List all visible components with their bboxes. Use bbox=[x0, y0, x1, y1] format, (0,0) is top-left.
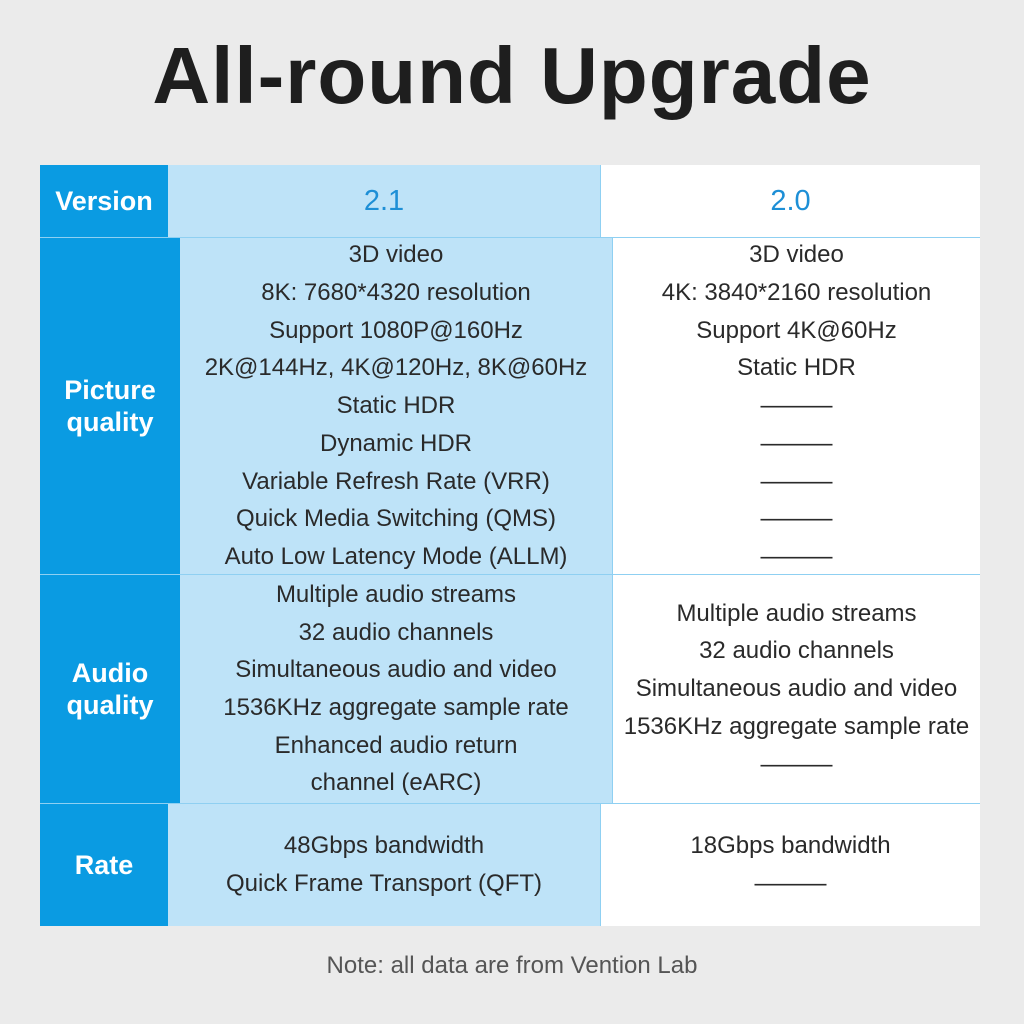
feature-line: Dynamic HDR bbox=[319, 429, 472, 457]
row-label: Audio quality bbox=[40, 575, 180, 803]
row-label: Rate bbox=[40, 804, 168, 926]
table-row: Picture quality 3D video 8K: 7680*4320 res… bbox=[40, 238, 980, 575]
feature-line: 1536KHz aggregate sample rate bbox=[223, 694, 569, 721]
cell-v21: Multiple audio streams 32 audio channels S… bbox=[180, 575, 613, 803]
feature-line: 3D video bbox=[348, 241, 444, 269]
feature-line: Multiple audio streams bbox=[676, 599, 917, 627]
feature-line: Simultaneous audio and video bbox=[635, 675, 958, 703]
cell-v20: 18Gbps bandwidth ——— bbox=[601, 804, 980, 926]
feature-line: Support 1080P@160Hz bbox=[269, 316, 523, 344]
cell-v20: 3D video 4K: 3840*2160 resolution Support … bbox=[613, 238, 980, 574]
feature-line: Simultaneous audio and video bbox=[235, 656, 557, 684]
feature-line: 2K@144Hz, 4K@120Hz, 8K@60Hz bbox=[204, 354, 588, 382]
comparison-table: Version 2.1 2.0 Picture quality 3D video 8… bbox=[40, 165, 980, 926]
feature-line: ——— bbox=[760, 542, 833, 570]
feature-line: ——— bbox=[760, 392, 833, 420]
version-2-0: 2.0 bbox=[770, 184, 811, 217]
feature-line: Variable Refresh Rate (VRR) bbox=[242, 467, 550, 495]
row-label: Picture quality bbox=[40, 238, 180, 574]
feature-line: 18Gbps bandwidth bbox=[690, 832, 891, 860]
feature-line: Static HDR bbox=[336, 392, 456, 420]
feature-line: 32 audio channels bbox=[298, 618, 494, 646]
cell-v21: 3D video 8K: 7680*4320 resolution Support … bbox=[180, 238, 613, 574]
feature-line: ——— bbox=[760, 467, 833, 495]
feature-line: Auto Low Latency Mode (ALLM) bbox=[224, 542, 568, 570]
version-2-1: 2.1 bbox=[363, 184, 405, 217]
cell-v20: Multiple audio streams 32 audio channels S… bbox=[613, 575, 980, 803]
feature-line: 8K: 7680*4320 resolution bbox=[261, 279, 531, 307]
feature-line: ——— bbox=[754, 870, 827, 897]
feature-line: Multiple audio streams bbox=[275, 580, 517, 608]
table-header-row: Version 2.1 2.0 bbox=[40, 165, 980, 238]
feature-line: 32 audio channels bbox=[699, 637, 894, 665]
feature-line: channel (eARC) bbox=[310, 769, 482, 797]
feature-line: Quick Frame Transport (QFT) bbox=[225, 870, 543, 897]
table-row: Audio quality Multiple audio streams 32 au… bbox=[40, 575, 980, 804]
page-title: All-round Upgrade bbox=[152, 31, 872, 120]
feature-line: 1536KHz aggregate sample rate bbox=[623, 712, 970, 740]
feature-line: ——— bbox=[760, 750, 833, 778]
feature-line: Enhanced audio return bbox=[274, 731, 518, 759]
feature-line: Quick Media Switching (QMS) bbox=[235, 505, 557, 533]
feature-line: 4K: 3840*2160 resolution bbox=[661, 279, 932, 307]
version-label: Version bbox=[40, 165, 168, 237]
feature-line: Support 4K@60Hz bbox=[696, 316, 897, 344]
feature-line: 48Gbps bandwidth bbox=[283, 832, 485, 860]
table-row: Rate 48Gbps bandwidth Quick Frame Transpor… bbox=[40, 804, 980, 926]
feature-line: Static HDR bbox=[737, 354, 856, 382]
feature-line: 3D video bbox=[749, 241, 844, 269]
footnote: Note: all data are from Vention Lab bbox=[326, 952, 698, 979]
feature-line: ——— bbox=[760, 505, 833, 533]
feature-line: ——— bbox=[760, 429, 833, 457]
cell-v21: 48Gbps bandwidth Quick Frame Transport (Q… bbox=[168, 804, 601, 926]
